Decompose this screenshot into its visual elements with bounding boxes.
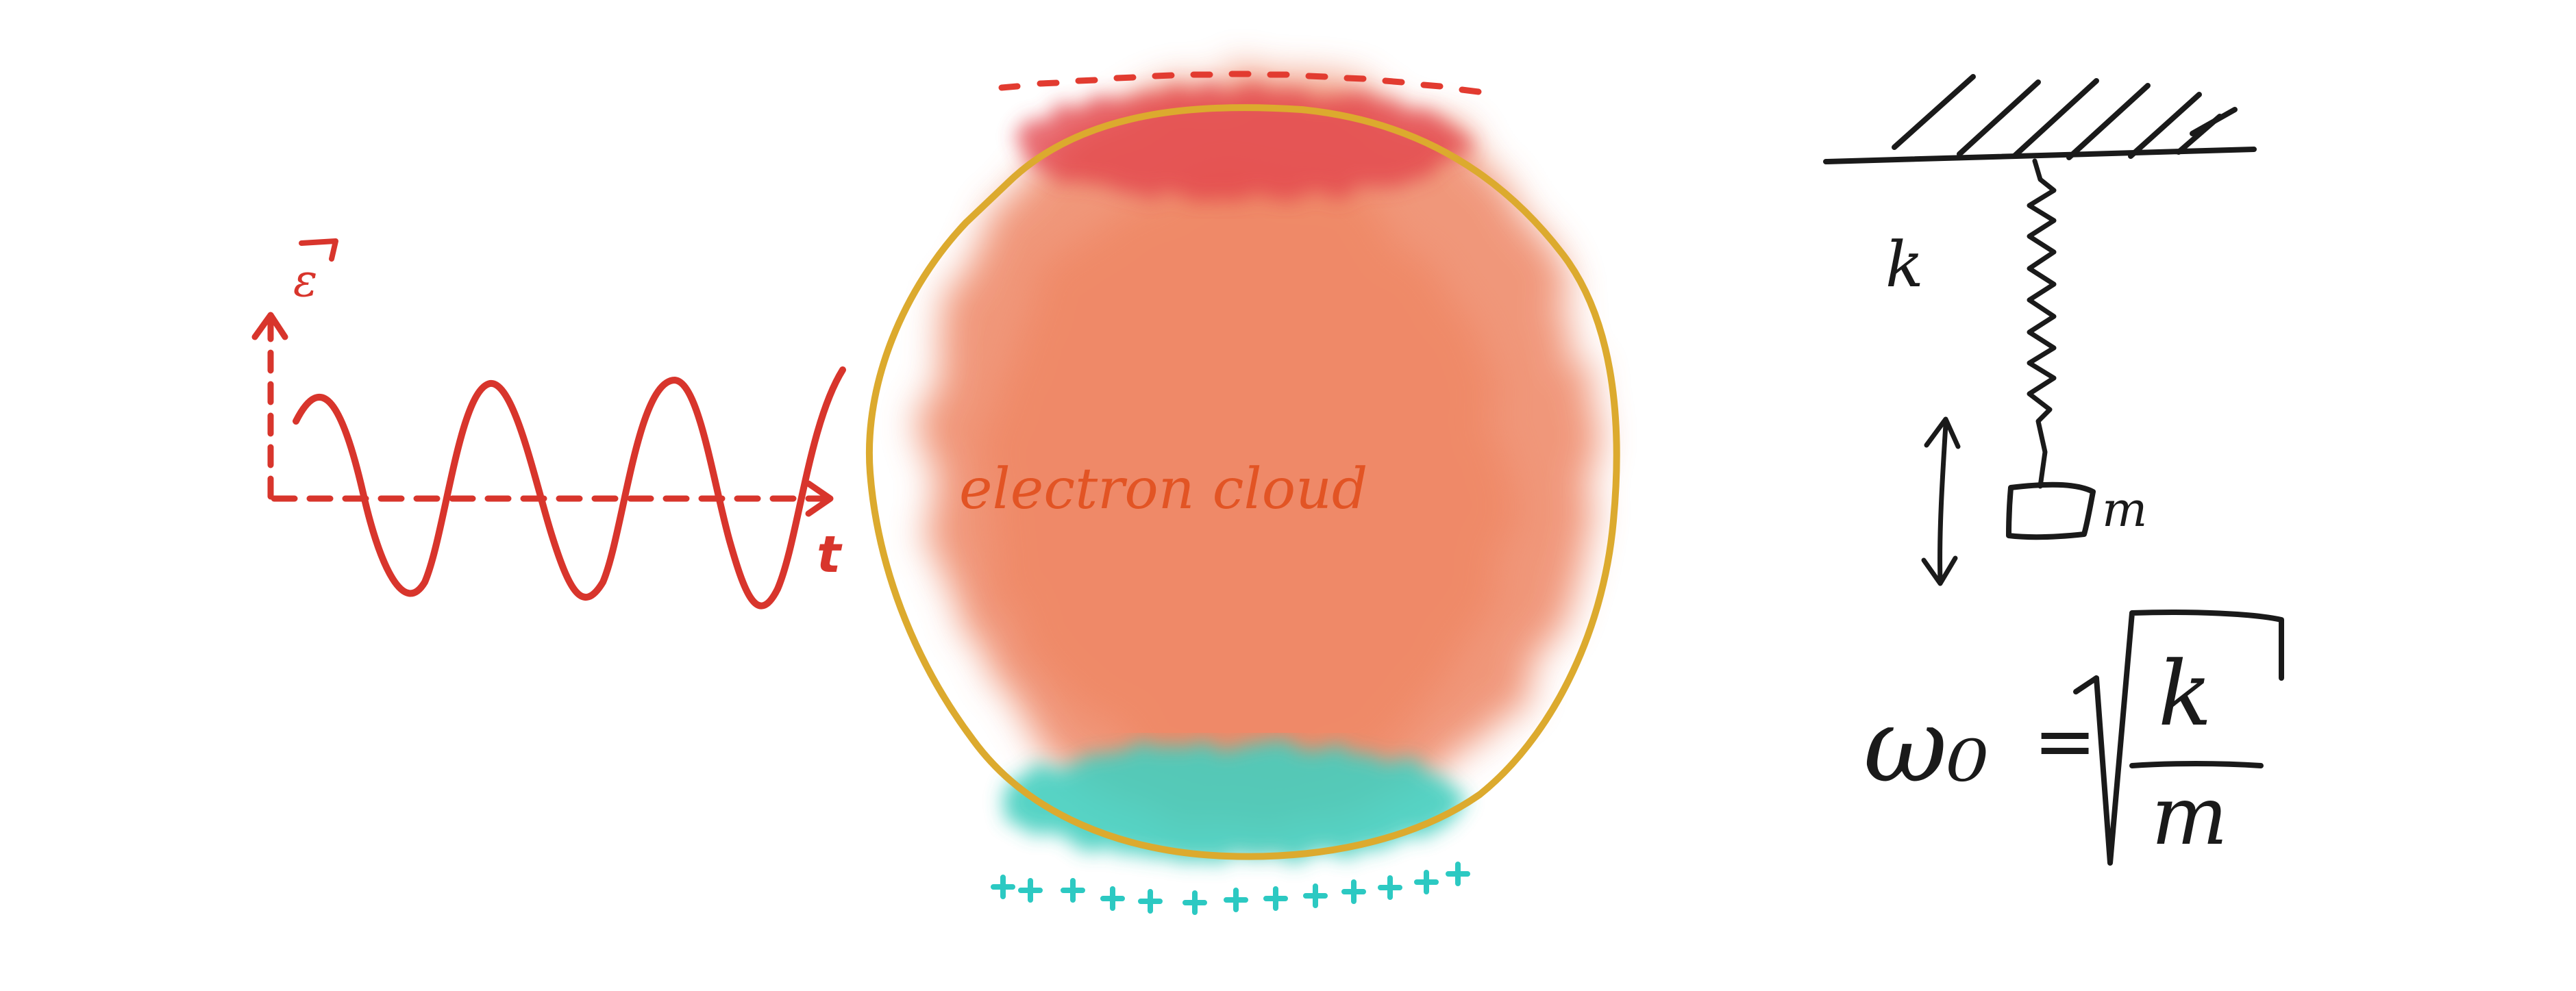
- atom-boundary-ring: [866, 103, 1620, 860]
- ceiling-hatching: [1892, 74, 2238, 160]
- atom-model: electron cloud: [866, 68, 1620, 915]
- ceiling-line: [1823, 147, 2257, 164]
- field-symbol-vector-arrow: [299, 238, 338, 262]
- natural-frequency-formula: ω₀ = k m: [1863, 610, 2284, 866]
- field-symbol-label: ε: [293, 254, 317, 307]
- negative-charge-signs: [998, 71, 1482, 95]
- mass-block: [2006, 481, 2096, 540]
- electric-field-plot: ε t: [251, 238, 846, 610]
- electron-cloud-core: [987, 171, 1507, 788]
- mass-spring-model: [1823, 74, 2257, 586]
- formula-omega: ω₀: [1863, 686, 1988, 805]
- formula-equals: =: [2033, 697, 2096, 785]
- electron-cloud-label: electron cloud: [959, 457, 1367, 522]
- formula-fraction-bar: [2129, 761, 2264, 768]
- mass-label: m: [2102, 481, 2147, 538]
- spring-constant-label: k: [1885, 228, 1924, 301]
- formula-numerator: k: [2158, 642, 2212, 746]
- formula-denominator: m: [2151, 768, 2228, 863]
- field-wave-curve: [293, 366, 846, 610]
- field-axis-arrowhead: [251, 312, 288, 340]
- time-axis-label: t: [817, 525, 843, 584]
- time-axis-arrowhead: [805, 480, 834, 517]
- formula-sqrt-sign: [2073, 610, 2284, 866]
- positive-charge-signs: [991, 862, 1470, 915]
- motion-double-arrow: [1921, 416, 1961, 586]
- positive-charge-region: [1000, 743, 1466, 860]
- spring: [2027, 158, 2057, 489]
